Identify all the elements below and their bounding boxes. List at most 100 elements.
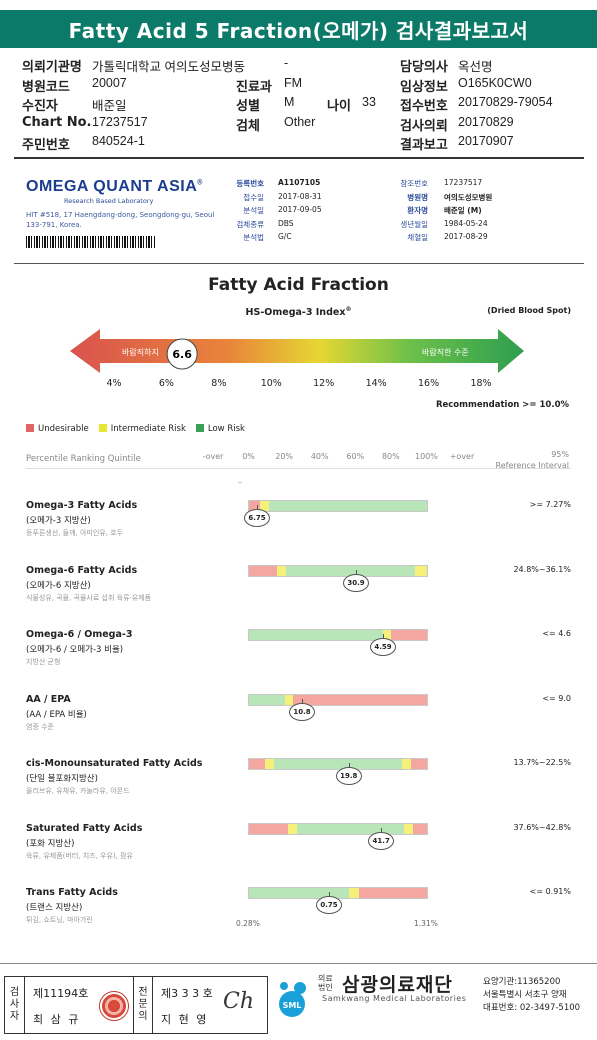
info-value: 20170829-79054 bbox=[458, 95, 553, 109]
brand-name: 삼광의료재단 bbox=[342, 974, 453, 996]
dash: – bbox=[238, 478, 242, 487]
lab-info-label: 환자명 bbox=[407, 206, 428, 215]
inspector-license: 제11194호 bbox=[33, 987, 89, 1000]
acid-korean-name: (오메가-3 지방산) bbox=[26, 516, 91, 526]
bar-segment-red bbox=[410, 759, 427, 769]
legend-swatch bbox=[98, 424, 107, 432]
acid-food-sources: 지방산 균형 bbox=[26, 658, 61, 666]
index-tick: 8% bbox=[211, 378, 227, 389]
reference-range: >= 7.27% bbox=[529, 500, 571, 509]
footer-divider bbox=[0, 963, 597, 964]
divider bbox=[14, 263, 584, 264]
acid-food-sources: 육류, 유제품(버터, 치즈, 우유), 팜유 bbox=[26, 851, 133, 860]
index-title: HS-Omega-3 Index® bbox=[0, 306, 597, 318]
reference-range: 37.6%~42.8% bbox=[513, 822, 571, 832]
lab-info-value: 배준일 (M) bbox=[444, 206, 482, 215]
percentile-tick: 0% bbox=[242, 452, 255, 461]
acid-korean-name: (단일 불포화지방산) bbox=[26, 774, 98, 784]
specialist-license: 제3 3 3 호 bbox=[161, 987, 213, 1000]
acid-korean-name: (오메가-6 지방산) bbox=[26, 580, 91, 591]
info-row-3: 수진자 배준일 성별 M 나이 33 접수번호 20170829-79054 bbox=[22, 95, 587, 115]
bar-segment-red bbox=[359, 888, 427, 898]
lab-info-left: 등록번호 A1107105 접수일 2017-08-31 분석일 2017-09-05 검체… bbox=[180, 178, 430, 246]
left-label: 바람직하지 bbox=[122, 347, 159, 357]
lab-info-row: 환자명 배준일 (M) bbox=[340, 205, 590, 219]
lab-info-value: 1984-05-24 bbox=[444, 218, 488, 228]
fatty-acid-row: Omega-6 Fatty Acids (오메가-6 지방산) 식물성유, 곡물, … bbox=[26, 564, 571, 625]
index-tick: 4% bbox=[106, 378, 122, 389]
acid-food-sources: 올리브유, 유채유, 카놀라유, 아몬드 bbox=[26, 787, 130, 795]
sml-logo-icon: SML bbox=[279, 982, 306, 1017]
percentile-bar bbox=[248, 887, 428, 899]
index-tick: 6% bbox=[158, 378, 174, 389]
brand-prefix-2: 법인 bbox=[318, 983, 333, 992]
acid-korean-name: (포화 지방산) bbox=[26, 838, 75, 849]
reference-interval-header: 95% Reference Interval bbox=[496, 449, 569, 471]
index-tick: 10% bbox=[260, 378, 282, 389]
index-value: 6.6 bbox=[172, 348, 192, 361]
lab-info-value: 2017-09-05 bbox=[278, 205, 322, 214]
barcode bbox=[26, 236, 156, 248]
info-value: 840524-1 bbox=[92, 134, 145, 148]
info-value: 20170907 bbox=[458, 134, 514, 148]
registered-mark: ® bbox=[197, 179, 203, 187]
fatty-acid-row: Saturated Fatty Acids (포화 지방산) 육류, 유제품(버터,… bbox=[26, 822, 571, 883]
info-value: Other bbox=[284, 114, 316, 129]
acid-value-marker: 30.9 bbox=[343, 569, 369, 592]
brand-prefix-1: 의료 bbox=[318, 974, 333, 983]
info-label: 의뢰기관명 bbox=[22, 60, 82, 75]
bar-segment-yellow bbox=[288, 823, 298, 834]
lab-info-row: 참조번호 17237517 bbox=[340, 178, 590, 192]
acid-value-marker: 10.8 bbox=[289, 698, 315, 721]
reference-range: 24.8%~36.1% bbox=[513, 564, 571, 574]
lab-info-label: 참조번호 bbox=[400, 179, 428, 188]
percentile-tick: 40% bbox=[310, 452, 329, 461]
vertical-header-char: 전 bbox=[138, 987, 148, 998]
info-label: 검체 bbox=[236, 118, 260, 134]
legend-item: Low Risk bbox=[195, 424, 245, 434]
lab-info-row: 분석일 2017-09-05 bbox=[180, 205, 430, 219]
index-value-circle bbox=[166, 338, 198, 370]
acid-name: Omega-6 Fatty Acids bbox=[26, 564, 138, 576]
bar-segment-yellow bbox=[348, 888, 360, 898]
brand-info-1: 요양기관:11365200 bbox=[483, 977, 561, 987]
index-tick: 18% bbox=[470, 378, 492, 389]
info-value: 17237517 bbox=[92, 114, 148, 129]
index-tick: 14% bbox=[365, 378, 387, 389]
info-row-5: 주민번호 840524-1 결과보고 20170907 bbox=[22, 134, 587, 154]
acid-korean-name: (AA / EPA 비율) bbox=[26, 709, 87, 720]
acid-name: Omega-6 / Omega-3 bbox=[26, 629, 133, 640]
bar-segment-green bbox=[286, 565, 415, 576]
lab-info-value: DBS bbox=[278, 218, 294, 228]
info-value: 옥선명 bbox=[458, 60, 493, 74]
info-label: 결과보고 bbox=[400, 138, 448, 153]
inspector-name: 최 삼 규 bbox=[33, 1013, 81, 1026]
lab-info-value: G/C bbox=[278, 232, 292, 241]
brand-info-3: 대표번호: 02-3497-5100 bbox=[483, 1003, 581, 1013]
bar-segment-green bbox=[273, 759, 403, 769]
lab-info-row: 접수일 2017-08-31 bbox=[180, 192, 430, 206]
acid-name: cis-Monounsaturated Fatty Acids bbox=[26, 758, 203, 769]
acid-value-marker: 4.59 bbox=[370, 634, 396, 656]
legend-item: Intermediate Risk bbox=[98, 424, 186, 434]
acid-korean-name: (트랜스 지방산) bbox=[26, 903, 83, 913]
lab-info-row: 등록번호 A1107105 bbox=[180, 178, 430, 192]
percentile-bar bbox=[248, 693, 428, 706]
fatty-acid-row: Trans Fatty Acids (트랜스 지방산) 튀김, 쇼트닝, 마아가린 <… bbox=[26, 887, 571, 947]
lab-info-value: 2017-08-31 bbox=[278, 191, 322, 201]
lab-address: HIT #518, 17 Haengdang-dong, Seongdong-g… bbox=[26, 211, 215, 229]
fraction-title: Fatty Acid Fraction bbox=[208, 275, 389, 295]
lab-info-label: 채혈일 bbox=[407, 233, 428, 242]
lab-info-value: 2017-08-29 bbox=[444, 232, 488, 241]
percentile-title: Percentile Ranking Quintile bbox=[26, 454, 141, 464]
right-label: 바람직한 수준 bbox=[422, 347, 469, 357]
info-value: M bbox=[284, 95, 295, 109]
lab-info-label: 분석법 bbox=[243, 233, 264, 242]
info-label: 병원코드 bbox=[22, 79, 70, 95]
percentile-bar bbox=[248, 564, 428, 577]
vertical-header-char: 의 bbox=[138, 1011, 148, 1022]
brand-prefix: 의료 법인 bbox=[318, 974, 333, 992]
percentile-divider bbox=[26, 468, 571, 469]
lab-info-row: 병원명 여의도성모병원 bbox=[340, 192, 590, 206]
